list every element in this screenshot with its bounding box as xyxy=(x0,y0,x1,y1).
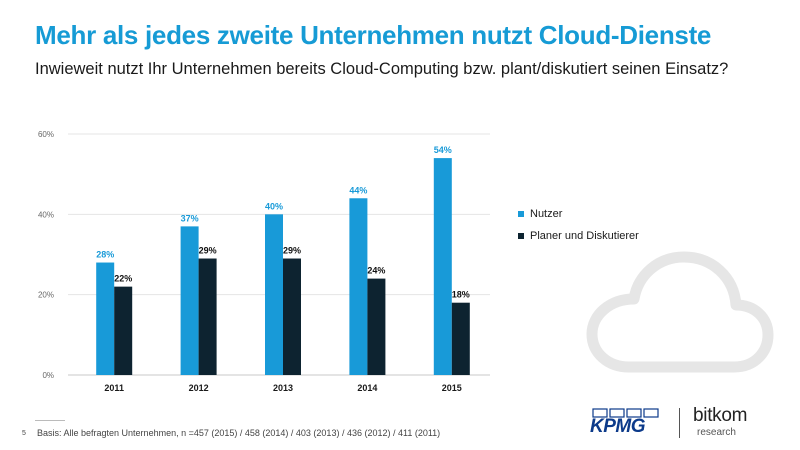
page-subtitle: Inwieweit nutzt Ihr Unternehmen bereits … xyxy=(35,60,729,78)
bitkom-logo-sub: research xyxy=(697,427,736,438)
legend-swatch-planer xyxy=(518,232,524,239)
data-label: 22% xyxy=(114,274,132,284)
data-label: 40% xyxy=(265,201,283,211)
data-label: 44% xyxy=(349,185,367,195)
y-tick-label: 0% xyxy=(42,371,54,380)
bar-planer xyxy=(367,278,386,375)
bar-planer xyxy=(114,286,133,375)
chart-legend: Nutzer Planer und Diskutierer xyxy=(518,207,639,251)
bar-nutzer xyxy=(349,198,368,375)
bar-nutzer xyxy=(265,214,283,375)
data-label: 24% xyxy=(367,266,385,276)
bar-planer xyxy=(451,302,470,375)
x-tick-label: 2012 xyxy=(189,383,209,393)
legend-item-planer: Planer und Diskutierer xyxy=(518,229,639,242)
kpmg-logo: KPMG xyxy=(590,408,660,438)
data-label: 54% xyxy=(434,145,452,155)
data-label: 29% xyxy=(199,246,217,256)
data-label: 28% xyxy=(96,250,114,260)
legend-item-nutzer: Nutzer xyxy=(518,207,639,220)
page-number: 5 xyxy=(22,430,26,437)
data-label: 18% xyxy=(452,290,470,300)
bar-nutzer xyxy=(96,262,115,375)
y-tick-label: 20% xyxy=(38,291,54,300)
bar-planer xyxy=(283,258,301,375)
page-title: Mehr als jedes zweite Unternehmen nutzt … xyxy=(35,20,712,50)
x-tick-label: 2013 xyxy=(273,383,293,393)
cloud-icon xyxy=(586,251,774,373)
bar-nutzer xyxy=(433,158,452,375)
logo-divider xyxy=(679,408,680,438)
legend-label-planer: Planer und Diskutierer xyxy=(530,229,639,242)
footnote-basis: Basis: Alle befragten Unternehmen, n =45… xyxy=(37,428,441,438)
x-tick-label: 2014 xyxy=(357,383,377,393)
data-label: 37% xyxy=(181,213,199,223)
data-label: 29% xyxy=(283,246,301,256)
y-tick-label: 60% xyxy=(38,130,54,139)
x-tick-label: 2011 xyxy=(104,383,124,393)
bitkom-logo: bitkom xyxy=(693,405,748,426)
bar-nutzer xyxy=(180,226,199,375)
kpmg-logo-boxes xyxy=(592,408,659,418)
x-tick-label: 2015 xyxy=(442,383,462,393)
kpmg-logo-text: KPMG xyxy=(590,416,646,437)
y-tick-label: 40% xyxy=(38,210,54,219)
bar-planer xyxy=(198,258,217,375)
legend-swatch-nutzer xyxy=(518,210,524,217)
legend-label-nutzer: Nutzer xyxy=(530,207,563,220)
footer-divider xyxy=(35,420,65,421)
